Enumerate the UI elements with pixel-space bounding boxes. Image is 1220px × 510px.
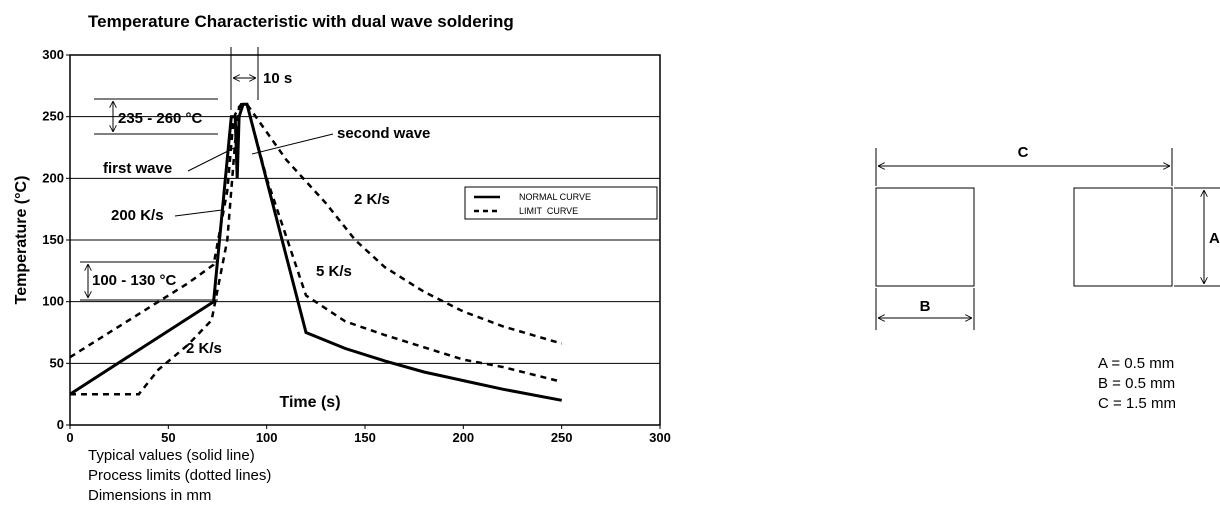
annotation-second-wave: second wave — [337, 125, 430, 142]
dim-c-value: C = 1.5 mm — [1098, 395, 1176, 412]
limit-curve-line-1 — [70, 102, 563, 396]
legend-box — [464, 186, 658, 220]
200ks-leader — [174, 209, 223, 217]
annotation-preheat-range: 100 - 130 °C — [92, 272, 177, 289]
first-wave-leader — [187, 146, 237, 172]
annotation-2ks-lower: 2 K/s — [186, 340, 222, 357]
annotation-5ks: 5 K/s — [316, 263, 352, 280]
pad-diagram: C A B A = 0.5 mm B = 0.5 mm C = 1.5 mm — [875, 144, 1220, 412]
series-lines — [69, 102, 563, 402]
y-tick-label: 250 — [42, 109, 64, 124]
dimension-b-label: B — [920, 298, 931, 315]
legend: NORMAL CURVE LIMIT CURVE — [464, 186, 658, 220]
dimension-c-label: C — [1018, 144, 1029, 161]
annotation-200ks: 200 K/s — [111, 207, 164, 224]
pad-left — [875, 187, 975, 287]
y-tick-label: 100 — [42, 294, 64, 309]
y-tick-label: 300 — [42, 47, 64, 62]
x-tick-label: 50 — [161, 430, 175, 445]
y-tick-label: 150 — [42, 232, 64, 247]
x-tick-label: 100 — [256, 430, 278, 445]
legend-normal-curve: NORMAL CURVE — [519, 192, 591, 202]
note-typical-values: Typical values (solid line) — [88, 447, 255, 464]
x-tick-label: 250 — [551, 430, 573, 445]
dim-b-value: B = 0.5 mm — [1098, 375, 1175, 392]
note-dimensions: Dimensions in mm — [88, 487, 211, 504]
x-tick-label: 0 — [66, 430, 73, 445]
y-tick-label: 50 — [50, 355, 64, 370]
chart-title: Temperature Characteristic with dual wav… — [88, 12, 514, 31]
dim-a-value: A = 0.5 mm — [1098, 355, 1174, 372]
y-tick-label: 200 — [42, 170, 64, 185]
annotation-10s: 10 s — [263, 70, 292, 87]
y-tick-labels: 0 50 100 150 200 250 300 — [42, 47, 70, 432]
x-tick-label: 300 — [649, 430, 671, 445]
x-tick-label: 200 — [452, 430, 474, 445]
grid-lines — [70, 116, 660, 364]
normal-curve-line-0 — [69, 102, 562, 402]
y-tick-label: 0 — [57, 417, 64, 432]
dimension-a-label: A — [1209, 230, 1220, 247]
annotation-peak-range: 235 - 260 °C — [118, 110, 203, 127]
peak-temp-range-marker: 235 - 260 °C — [94, 98, 218, 135]
x-axis-label: Time (s) — [279, 394, 340, 411]
preheat-range-marker: 100 - 130 °C — [80, 261, 218, 301]
chart: Temperature Characteristic with dual wav… — [13, 12, 671, 504]
second-wave-leader — [251, 133, 334, 155]
ten-seconds-marker: 10 s — [230, 47, 292, 110]
y-axis-label: Temperature (°C) — [13, 176, 30, 305]
x-tick-labels: 0 50 100 150 200 250 300 — [66, 425, 671, 445]
limit-curve-line-0 — [69, 103, 563, 359]
annotation-first-wave: first wave — [103, 160, 172, 177]
annotation-2ks-upper: 2 K/s — [354, 191, 390, 208]
pad-right — [1073, 187, 1173, 287]
legend-limit-curve: LIMIT CURVE — [519, 206, 578, 216]
x-tick-label: 150 — [354, 430, 376, 445]
note-process-limits: Process limits (dotted lines) — [88, 467, 271, 484]
